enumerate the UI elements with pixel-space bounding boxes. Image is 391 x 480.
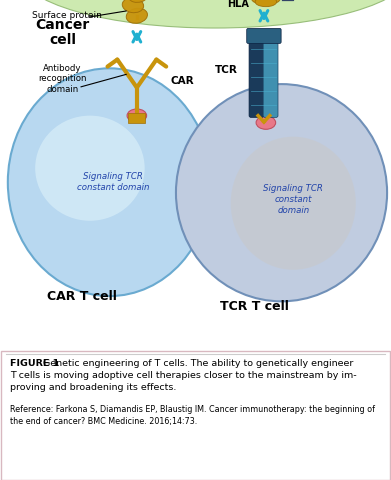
Text: CAR T cell: CAR T cell [47,289,117,302]
Text: Antibody
recognition
domain: Antibody recognition domain [38,64,87,94]
Text: TCR T cell: TCR T cell [220,300,289,313]
Ellipse shape [122,0,143,12]
Text: FIGURE 1: FIGURE 1 [10,360,59,369]
FancyBboxPatch shape [128,113,145,123]
Text: Signaling TCR
constant
domain: Signaling TCR constant domain [263,184,323,216]
Text: Surface protein: Surface protein [32,11,101,20]
Ellipse shape [35,116,145,221]
Ellipse shape [128,0,149,2]
FancyBboxPatch shape [263,40,278,118]
Ellipse shape [249,0,264,2]
FancyBboxPatch shape [247,28,281,44]
Text: Cancer
cell: Cancer cell [36,17,90,47]
Ellipse shape [268,0,283,2]
Text: TCR: TCR [215,65,238,75]
Ellipse shape [8,68,211,296]
Ellipse shape [176,84,387,301]
Ellipse shape [127,109,147,122]
Text: Signaling TCR
constant domain: Signaling TCR constant domain [77,172,150,192]
Text: CAR: CAR [170,75,194,85]
Text: Genetic engineering of T cells. The ability to genetically engineer
T cells is m: Genetic engineering of T cells. The abil… [10,360,357,392]
Ellipse shape [256,116,276,129]
Ellipse shape [126,8,147,24]
Text: HLA: HLA [228,0,249,9]
Ellipse shape [20,0,391,28]
Ellipse shape [231,137,356,270]
Ellipse shape [255,0,277,7]
FancyBboxPatch shape [249,40,264,118]
Text: Reference: Farkona S, Diamandis EP, Blaustig IM. Cancer immunotherapy: the begin: Reference: Farkona S, Diamandis EP, Blau… [10,405,375,426]
